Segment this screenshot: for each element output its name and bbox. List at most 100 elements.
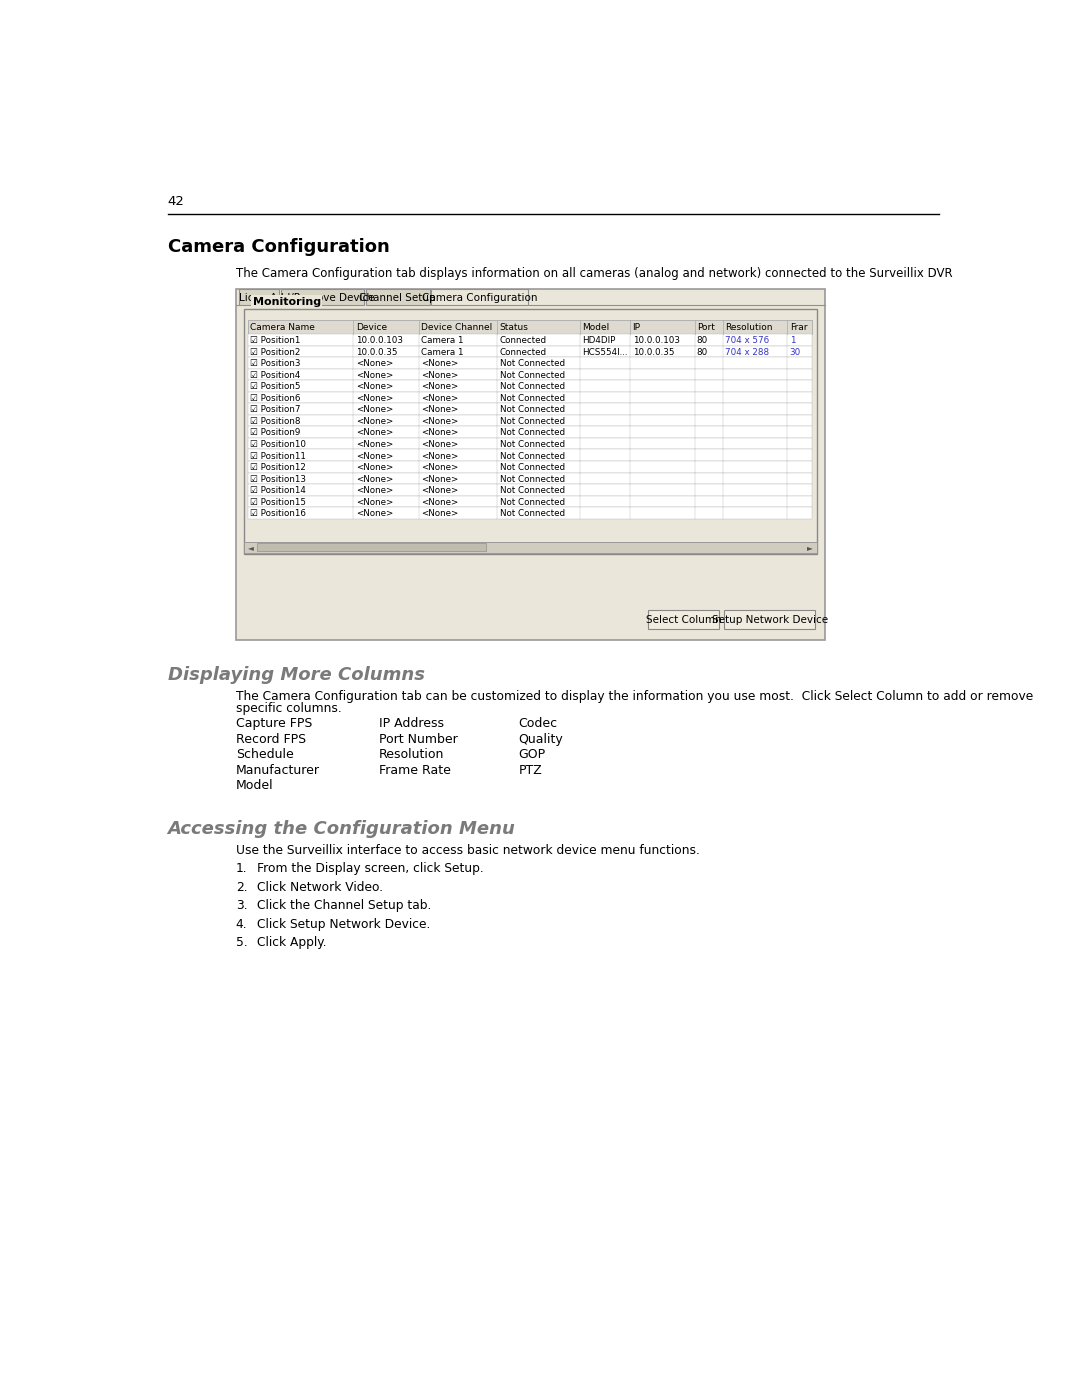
Text: 5.: 5. xyxy=(235,936,247,949)
Text: <None>: <None> xyxy=(421,510,458,518)
Text: Record FPS: Record FPS xyxy=(235,733,306,746)
Text: Camera 1: Camera 1 xyxy=(421,337,463,345)
Text: <None>: <None> xyxy=(355,486,393,495)
Text: <None>: <None> xyxy=(421,370,458,380)
Text: <None>: <None> xyxy=(421,359,458,367)
Text: Click Network Video.: Click Network Video. xyxy=(257,880,383,894)
Text: ☑ Position9: ☑ Position9 xyxy=(251,429,301,437)
Text: 1.: 1. xyxy=(235,862,247,875)
Text: 704 x 288: 704 x 288 xyxy=(726,348,770,356)
Bar xyxy=(248,320,812,334)
Text: ☑ Position15: ☑ Position15 xyxy=(251,497,307,507)
Text: Device: Device xyxy=(355,323,387,332)
Text: <None>: <None> xyxy=(421,440,458,448)
Text: ☑ Position5: ☑ Position5 xyxy=(251,383,301,391)
Text: ☑ Position3: ☑ Position3 xyxy=(251,359,301,367)
Text: specific columns.: specific columns. xyxy=(235,703,341,715)
Text: Displaying More Columns: Displaying More Columns xyxy=(167,666,424,683)
Text: Not Connected: Not Connected xyxy=(500,429,565,437)
Text: IP Address: IP Address xyxy=(379,718,444,731)
Text: <None>: <None> xyxy=(421,394,458,402)
Text: Not Connected: Not Connected xyxy=(500,383,565,391)
Text: <None>: <None> xyxy=(421,416,458,426)
Text: License: License xyxy=(240,293,279,303)
Text: ☑ Position13: ☑ Position13 xyxy=(251,475,307,483)
Bar xyxy=(243,542,816,553)
Text: 4.: 4. xyxy=(235,918,247,930)
Text: ☑ Position14: ☑ Position14 xyxy=(251,486,307,495)
Text: Camera Configuration: Camera Configuration xyxy=(421,293,537,303)
Text: Add/Remove Device: Add/Remove Device xyxy=(270,293,375,303)
Text: ☑ Position12: ☑ Position12 xyxy=(251,462,307,472)
Text: HD4DIP: HD4DIP xyxy=(582,337,616,345)
Text: ☑ Position2: ☑ Position2 xyxy=(251,348,301,356)
Text: <None>: <None> xyxy=(421,497,458,507)
Text: <None>: <None> xyxy=(355,359,393,367)
Text: 10.0.0.103: 10.0.0.103 xyxy=(633,337,679,345)
Text: <None>: <None> xyxy=(355,440,393,448)
Bar xyxy=(431,289,528,305)
Text: Model: Model xyxy=(582,323,610,332)
Text: <None>: <None> xyxy=(355,510,393,518)
Bar xyxy=(248,472,812,485)
Text: ☑ Position8: ☑ Position8 xyxy=(251,416,301,426)
Text: <None>: <None> xyxy=(421,383,458,391)
Bar xyxy=(248,415,812,426)
Text: <None>: <None> xyxy=(355,405,393,415)
Text: Not Connected: Not Connected xyxy=(500,359,565,367)
Bar xyxy=(243,309,816,555)
Text: Connected: Connected xyxy=(500,337,546,345)
Text: Port: Port xyxy=(697,323,715,332)
Text: Model: Model xyxy=(235,780,273,792)
Text: ◄: ◄ xyxy=(247,543,254,553)
Bar xyxy=(248,507,812,518)
Bar xyxy=(724,610,815,629)
Text: ►: ► xyxy=(807,543,813,553)
Text: Monitoring: Monitoring xyxy=(253,296,321,307)
Bar xyxy=(248,485,812,496)
Text: Not Connected: Not Connected xyxy=(500,462,565,472)
Text: <None>: <None> xyxy=(355,475,393,483)
Text: 80: 80 xyxy=(697,348,708,356)
Bar xyxy=(281,289,364,305)
Bar xyxy=(248,334,812,345)
Text: Not Connected: Not Connected xyxy=(500,486,565,495)
Text: <None>: <None> xyxy=(355,497,393,507)
Text: Quality: Quality xyxy=(518,733,564,746)
Text: Channel Setup: Channel Setup xyxy=(360,293,436,303)
Text: Connected: Connected xyxy=(500,348,546,356)
Text: Not Connected: Not Connected xyxy=(500,497,565,507)
Text: PTZ: PTZ xyxy=(518,764,542,777)
Text: Device Channel: Device Channel xyxy=(421,323,492,332)
Text: 80: 80 xyxy=(697,337,708,345)
Text: ☑ Position16: ☑ Position16 xyxy=(251,510,307,518)
Text: ☑ Position10: ☑ Position10 xyxy=(251,440,307,448)
Text: The Camera Configuration tab can be customized to display the information you us: The Camera Configuration tab can be cust… xyxy=(235,690,1032,703)
Text: <None>: <None> xyxy=(421,462,458,472)
Bar xyxy=(257,543,486,550)
Text: HCS554I...: HCS554I... xyxy=(582,348,629,356)
Bar xyxy=(248,426,812,437)
Text: Not Connected: Not Connected xyxy=(500,440,565,448)
Text: Schedule: Schedule xyxy=(235,749,294,761)
Text: <None>: <None> xyxy=(355,429,393,437)
Text: 10.0.0.35: 10.0.0.35 xyxy=(633,348,674,356)
Text: 1: 1 xyxy=(789,337,795,345)
Text: <None>: <None> xyxy=(355,416,393,426)
Text: Resolution: Resolution xyxy=(379,749,445,761)
Text: <None>: <None> xyxy=(421,475,458,483)
Text: Click the Channel Setup tab.: Click the Channel Setup tab. xyxy=(257,900,432,912)
Text: IP: IP xyxy=(633,323,640,332)
Text: 704 x 576: 704 x 576 xyxy=(726,337,770,345)
Text: Not Connected: Not Connected xyxy=(500,416,565,426)
Text: Manufacturer: Manufacturer xyxy=(235,764,320,777)
Text: <None>: <None> xyxy=(421,451,458,461)
Text: Not Connected: Not Connected xyxy=(500,394,565,402)
Bar xyxy=(248,450,812,461)
Bar xyxy=(248,345,812,358)
Text: 2.: 2. xyxy=(235,880,247,894)
Bar xyxy=(239,289,279,305)
Bar xyxy=(248,358,812,369)
Text: ☑ Position7: ☑ Position7 xyxy=(251,405,301,415)
Text: Camera Name: Camera Name xyxy=(251,323,315,332)
